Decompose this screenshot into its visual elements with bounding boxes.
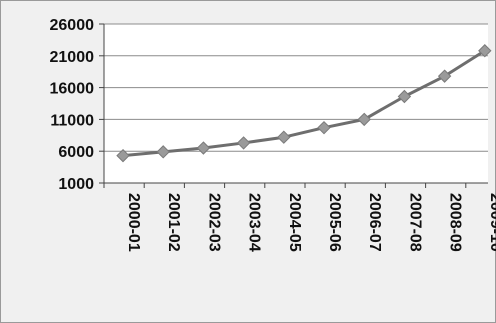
data-point	[317, 120, 331, 135]
data-point	[277, 130, 291, 144]
y-tick-label: 21000	[50, 49, 95, 66]
axes	[99, 23, 488, 188]
x-tick-label: 2006-07	[366, 193, 383, 252]
x-tick-label: 2003-04	[246, 193, 263, 252]
data-point	[156, 145, 170, 159]
data-point	[478, 44, 492, 58]
data-point	[437, 69, 452, 83]
y-tick-label: 11000	[50, 112, 94, 129]
x-tick-label: 2009-10	[487, 193, 496, 252]
data-point	[116, 148, 130, 163]
x-tick-label: 2000-01	[125, 193, 142, 252]
data-point	[236, 136, 251, 150]
y-tick-labels: 1000 6000 11000 16000 21000 26000	[50, 17, 95, 193]
data-point	[196, 141, 211, 155]
x-tick-label: 2001-02	[165, 193, 182, 252]
x-tick-label: 2002-03	[205, 193, 222, 252]
x-tick-labels: 2000-01 2001-02 2002-03 2003-04 2004-05 2005-…	[125, 193, 496, 252]
y-tick-label: 1000	[58, 176, 94, 193]
x-tick-label: 2008-09	[447, 193, 464, 252]
y-tick-label: 6000	[58, 144, 94, 161]
plot-area	[104, 24, 488, 183]
x-tick-label: 2007-08	[406, 193, 423, 252]
x-tick-label: 2005-06	[326, 193, 343, 252]
data-point	[357, 112, 371, 127]
data-point	[397, 89, 412, 104]
x-tick-label: 2004-05	[286, 193, 303, 252]
series-layer	[116, 44, 492, 163]
y-tick-label: 16000	[50, 81, 95, 98]
series-line	[122, 49, 486, 158]
gridlines	[104, 23, 488, 184]
y-tick-label: 26000	[50, 17, 95, 34]
